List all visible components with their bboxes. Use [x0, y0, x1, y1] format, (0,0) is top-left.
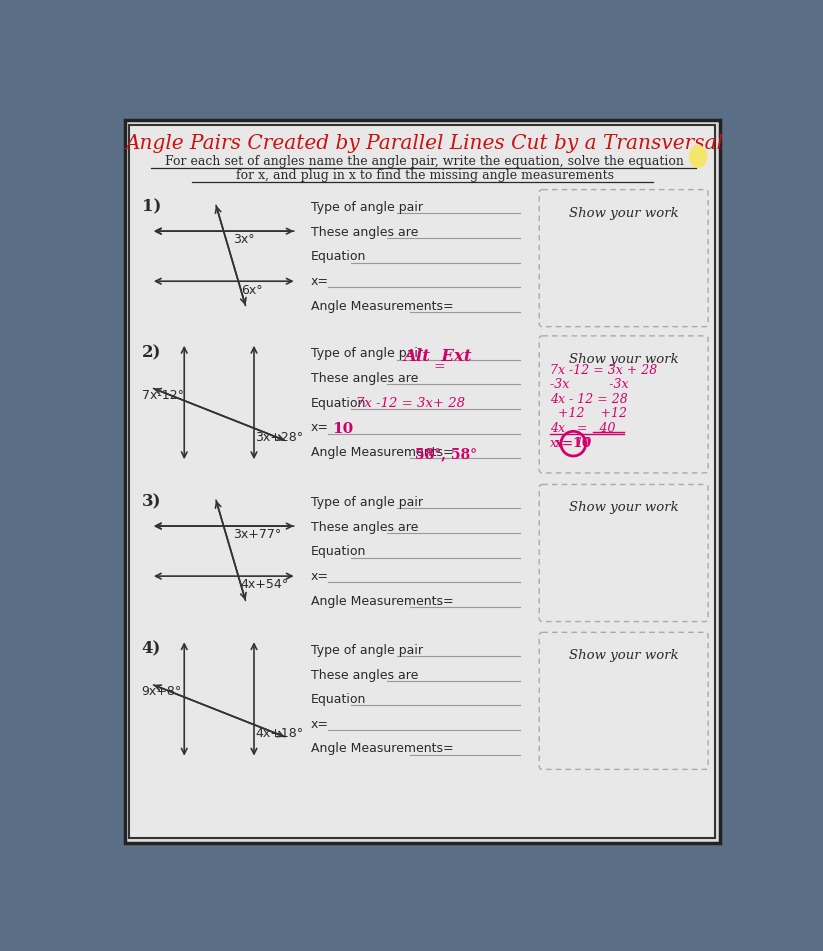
Text: 9x+8°: 9x+8°	[142, 686, 182, 698]
Text: x=: x=	[310, 421, 328, 435]
Text: =: =	[433, 360, 444, 375]
Text: Equation: Equation	[310, 250, 366, 263]
Text: 4x+54°: 4x+54°	[241, 578, 289, 592]
Text: 7x -12 = 3x+ 28: 7x -12 = 3x+ 28	[356, 398, 464, 411]
Text: 10: 10	[332, 422, 354, 437]
Text: 4): 4)	[142, 641, 161, 658]
Text: 2): 2)	[142, 344, 161, 361]
Text: x=10: x=10	[556, 437, 591, 450]
Text: Equation: Equation	[310, 397, 366, 410]
Text: x=: x=	[310, 570, 328, 583]
Text: Angle Measurements=: Angle Measurements=	[310, 594, 453, 608]
Text: x=: x=	[310, 718, 328, 730]
Text: 4x+18°: 4x+18°	[256, 728, 304, 740]
Text: Show your work: Show your work	[569, 206, 678, 220]
Text: These angles are: These angles are	[310, 521, 418, 534]
Text: 3x°: 3x°	[233, 233, 254, 246]
Text: -3x          -3x: -3x -3x	[550, 378, 629, 391]
Text: Type of angle pair: Type of angle pair	[310, 644, 422, 657]
Text: Angle Pairs Created by Parallel Lines Cut by a Transversal: Angle Pairs Created by Parallel Lines Cu…	[125, 134, 723, 153]
Text: +12    +12: +12 +12	[550, 407, 627, 420]
FancyBboxPatch shape	[539, 484, 708, 622]
Text: 3): 3)	[142, 493, 161, 510]
Text: For each set of angles name the angle pair, write the equation, solve the equati: For each set of angles name the angle pa…	[165, 155, 684, 168]
FancyBboxPatch shape	[124, 120, 720, 843]
Text: Equation: Equation	[310, 545, 366, 558]
FancyBboxPatch shape	[539, 632, 708, 769]
Text: 3x+77°: 3x+77°	[233, 529, 281, 541]
FancyBboxPatch shape	[129, 125, 715, 838]
Text: 58°, 58°: 58°, 58°	[415, 447, 477, 461]
Text: 6x°: 6x°	[241, 283, 263, 297]
Text: Angle Measurements=: Angle Measurements=	[310, 743, 453, 755]
Text: Equation: Equation	[310, 693, 366, 707]
Text: for x, and plug in x to find the missing angle measurements: for x, and plug in x to find the missing…	[235, 169, 613, 183]
Text: Type of angle pair: Type of angle pair	[310, 496, 422, 509]
FancyBboxPatch shape	[539, 189, 708, 326]
Text: Type of angle pair: Type of angle pair	[310, 201, 422, 214]
Text: x=: x=	[310, 275, 328, 288]
Text: Angle Measurements=: Angle Measurements=	[310, 446, 453, 459]
Text: 4x   =   40: 4x = 40	[550, 422, 616, 436]
Text: Show your work: Show your work	[569, 650, 678, 662]
Text: These angles are: These angles are	[310, 372, 418, 385]
Text: 4x - 12 = 28: 4x - 12 = 28	[550, 393, 628, 406]
Text: Angle Measurements=: Angle Measurements=	[310, 300, 453, 313]
Text: 3x+28°: 3x+28°	[256, 431, 304, 443]
Text: These angles are: These angles are	[310, 225, 418, 239]
FancyBboxPatch shape	[539, 336, 708, 473]
Text: Show your work: Show your work	[569, 501, 678, 514]
Text: Alt  Ext: Alt Ext	[403, 348, 472, 365]
Text: Show your work: Show your work	[569, 353, 678, 366]
Text: x = 10: x = 10	[550, 437, 592, 450]
Ellipse shape	[690, 146, 707, 167]
Text: Type of angle pair: Type of angle pair	[310, 347, 422, 360]
Text: 7x-12°: 7x-12°	[142, 389, 184, 402]
Text: 7x -12 = 3x + 28: 7x -12 = 3x + 28	[550, 363, 658, 377]
Text: These angles are: These angles are	[310, 669, 418, 682]
Text: 1): 1)	[142, 198, 161, 215]
